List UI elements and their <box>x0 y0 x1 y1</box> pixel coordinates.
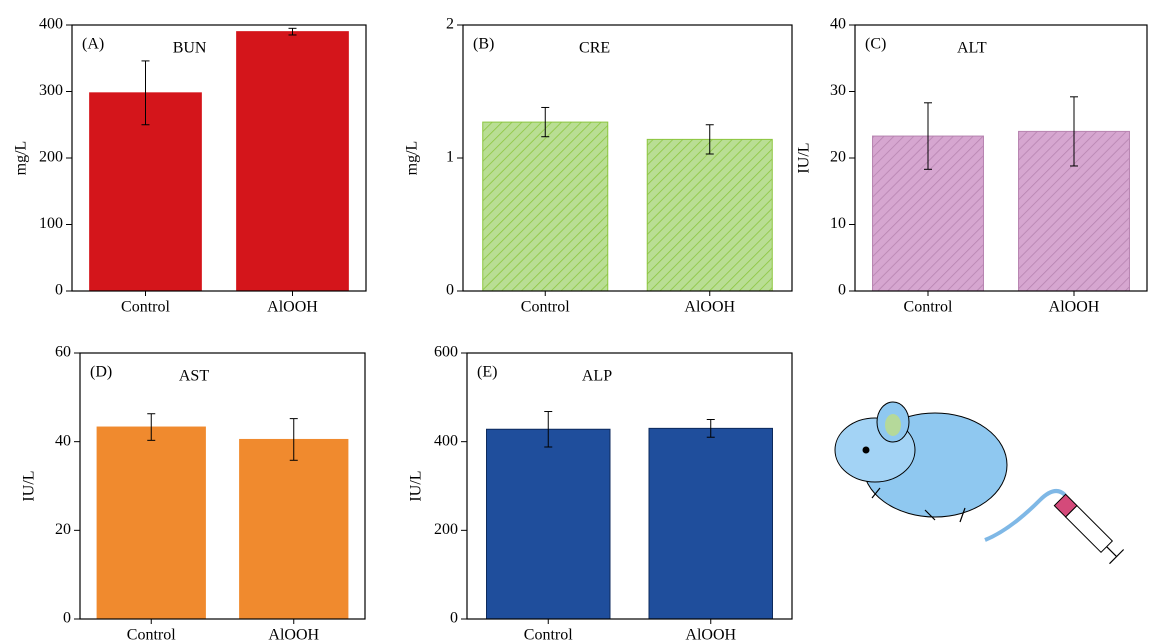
y-tick-label: 1 <box>446 149 454 166</box>
y-tick-label: 40 <box>55 432 71 449</box>
page: {"chart_data": [ {"type": "bar", "panel_… <box>0 0 1160 642</box>
mouse-eye <box>863 447 870 454</box>
panel-label: (B) <box>473 36 494 53</box>
y-tick-label: 0 <box>446 282 454 299</box>
y-tick-label: 300 <box>39 82 63 99</box>
bar <box>97 427 205 619</box>
y-axis-label: mg/L <box>404 141 421 176</box>
y-tick-label: 20 <box>55 521 71 538</box>
mouse-tail <box>985 491 1065 540</box>
panel-label: (A) <box>82 36 104 53</box>
bar <box>237 32 349 291</box>
y-tick-label: 60 <box>55 344 71 361</box>
syringe-barrel <box>1066 506 1113 553</box>
y-tick-label: 0 <box>838 282 846 299</box>
mouse-illustration <box>835 402 1124 564</box>
panel-label: (C) <box>865 36 886 53</box>
y-tick-label: 30 <box>830 82 846 99</box>
mouse-inner-ear <box>885 414 901 436</box>
x-tick-label: Control <box>524 627 573 642</box>
y-tick-label: 400 <box>39 16 63 33</box>
x-tick-label: Control <box>904 299 953 316</box>
y-tick-label: 200 <box>39 149 63 166</box>
bar <box>240 439 348 619</box>
y-tick-label: 200 <box>434 521 458 538</box>
x-tick-label: AlOOH <box>267 299 318 316</box>
panel-label: (D) <box>90 364 112 381</box>
x-tick-label: AlOOH <box>684 299 735 316</box>
x-tick-label: AlOOH <box>685 627 736 642</box>
y-axis-label: IU/L <box>796 142 813 173</box>
x-tick-label: Control <box>521 299 570 316</box>
y-tick-label: 0 <box>63 610 71 627</box>
y-tick-label: 10 <box>830 215 846 232</box>
panel-title: BUN <box>173 40 207 57</box>
y-axis-label: IU/L <box>21 470 38 501</box>
y-axis-label: IU/L <box>408 470 425 501</box>
panel-title: CRE <box>579 40 610 57</box>
x-tick-label: AlOOH <box>268 627 319 642</box>
bar <box>487 429 611 619</box>
figure: ControlAlOOH0100200300400(A)BUNmg/LContr… <box>0 0 1160 642</box>
y-tick-label: 20 <box>830 149 846 166</box>
x-tick-label: Control <box>121 299 170 316</box>
bar <box>649 428 773 619</box>
y-tick-label: 40 <box>830 16 846 33</box>
panel-title: AST <box>179 368 209 385</box>
panel-title: ALT <box>957 40 987 57</box>
y-tick-label: 2 <box>446 16 454 33</box>
bar <box>647 139 772 291</box>
y-axis-label: mg/L <box>13 141 30 176</box>
y-tick-label: 400 <box>434 432 458 449</box>
panel-title: ALP <box>582 368 612 385</box>
y-tick-label: 600 <box>434 344 458 361</box>
y-tick-label: 100 <box>39 215 63 232</box>
x-tick-label: Control <box>127 627 176 642</box>
panel-label: (E) <box>477 364 497 381</box>
x-tick-label: AlOOH <box>1049 299 1100 316</box>
syringe <box>1053 493 1124 564</box>
y-tick-label: 0 <box>55 282 63 299</box>
y-tick-label: 0 <box>450 610 458 627</box>
bar <box>483 122 608 291</box>
